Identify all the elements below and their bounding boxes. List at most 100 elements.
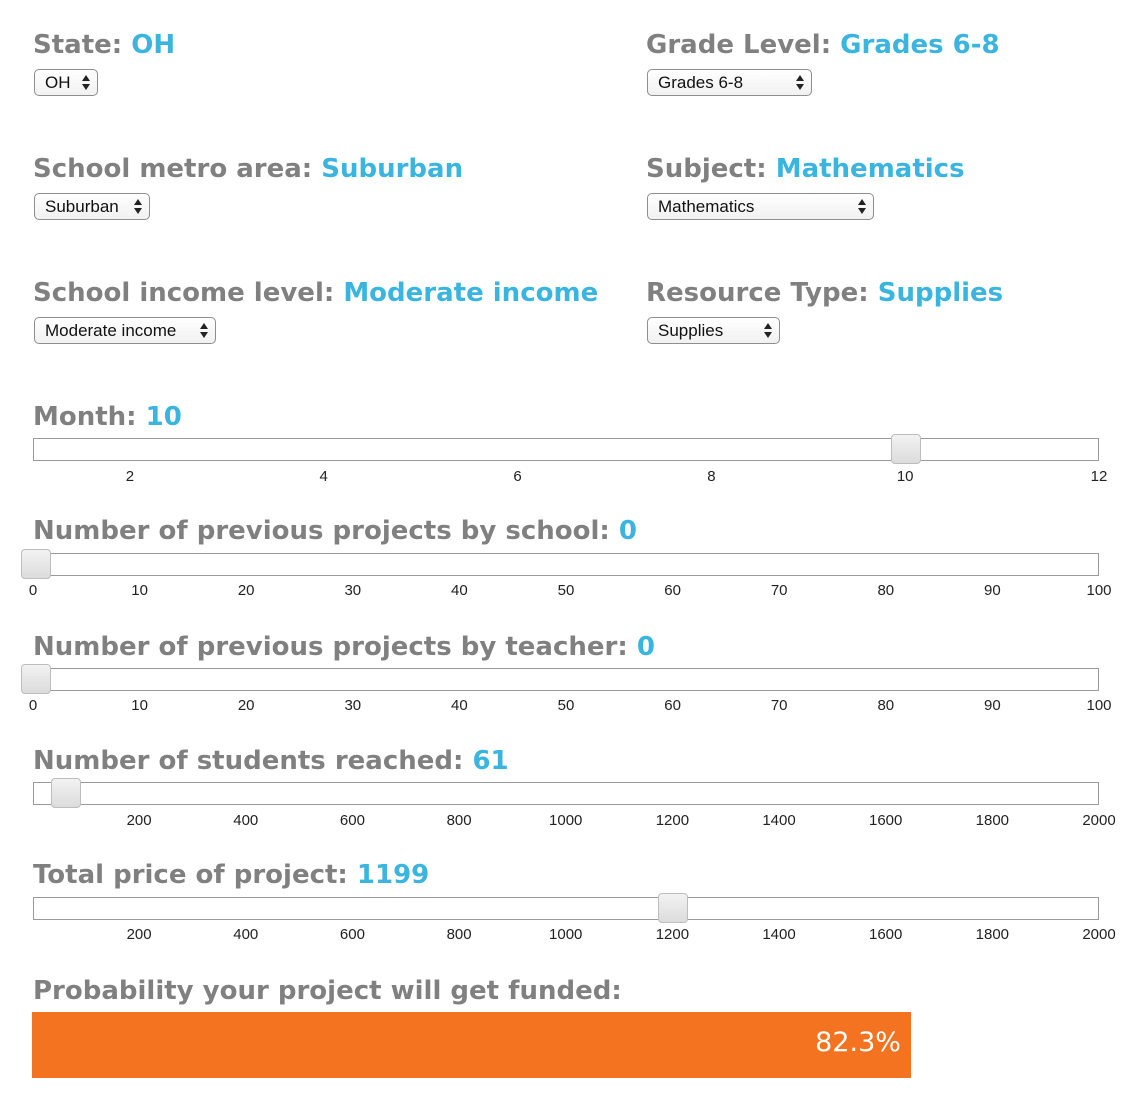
select-arrows-icon bbox=[796, 74, 804, 91]
teacher-projects-slider-handle[interactable] bbox=[21, 664, 51, 694]
metro-area-value: Suburban bbox=[321, 154, 464, 184]
month-slider[interactable] bbox=[33, 434, 1099, 464]
probability-bar: 82.3% bbox=[32, 1012, 911, 1078]
slider-tick-label: 70 bbox=[770, 697, 788, 714]
subject-value: Mathematics bbox=[775, 154, 965, 184]
teacher-projects-ticks: 0 10 20 30 40 50 60 70 80 90 100 bbox=[29, 697, 1112, 717]
slider-tick-label: 400 bbox=[233, 812, 259, 829]
slider-tick-label: 1600 bbox=[869, 812, 903, 829]
grade-level-value: Grades 6-8 bbox=[840, 30, 1000, 60]
probability-label: Probability your project will get funded… bbox=[33, 976, 622, 1006]
slider-tick-label: 80 bbox=[877, 582, 895, 599]
slider-tick-label: 90 bbox=[984, 582, 1001, 599]
slider-tick-label: 10 bbox=[131, 697, 148, 714]
slider-tick-label: 1200 bbox=[655, 926, 690, 943]
slider-tick-label: 800 bbox=[446, 926, 472, 943]
slider-tick-label: 200 bbox=[126, 812, 152, 829]
total-price-value: 1199 bbox=[356, 860, 430, 890]
total-price-slider[interactable] bbox=[33, 893, 1099, 923]
students-reached-label: Number of students reached: 61 bbox=[33, 746, 509, 776]
income-level-label: School income level: Moderate income bbox=[33, 278, 599, 308]
slider-tick-label: 600 bbox=[339, 926, 365, 943]
slider-tick-label: 30 bbox=[344, 697, 362, 714]
subject-select[interactable]: Mathematics bbox=[647, 193, 874, 220]
total-price-ticks: 200 400 600 800 1000 1200 1400 1600 1800 2000 bbox=[33, 926, 1116, 946]
slider-tick-label: 100 bbox=[1086, 582, 1112, 599]
resource-type-value: Supplies bbox=[877, 278, 1004, 308]
slider-tick-label: 1400 bbox=[762, 812, 796, 829]
select-arrows-icon bbox=[858, 198, 866, 215]
income-level-value: Moderate income bbox=[343, 278, 599, 308]
probability-value: 82.3% bbox=[815, 1027, 901, 1058]
slider-tick-label: 1600 bbox=[869, 926, 903, 943]
students-reached-slider-handle[interactable] bbox=[50, 778, 81, 808]
slider-tick-label: 6 bbox=[513, 468, 522, 485]
slider-tick-label: 30 bbox=[344, 582, 362, 599]
month-value: 10 bbox=[145, 402, 182, 432]
state-label: State: OH bbox=[33, 30, 176, 60]
total-price-slider-handle[interactable] bbox=[657, 893, 688, 923]
slider-tick-label: 2 bbox=[125, 468, 135, 485]
slider-tick-label: 50 bbox=[557, 582, 575, 599]
select-arrows-icon bbox=[200, 322, 208, 339]
slider-tick-label: 4 bbox=[319, 468, 328, 485]
students-reached-ticks: 200 400 600 800 1000 1200 1400 1600 1800 2000 bbox=[33, 812, 1116, 832]
slider-tick-label: 20 bbox=[237, 582, 255, 599]
slider-tick-label: 800 bbox=[446, 812, 472, 829]
subject-label: Subject: Mathematics bbox=[646, 154, 965, 184]
total-price-label: Total price of project: 1199 bbox=[33, 860, 430, 890]
slider-tick-label: 0 bbox=[28, 582, 38, 599]
slider-tick-label: 50 bbox=[557, 697, 575, 714]
state-select[interactable]: OH bbox=[34, 69, 98, 96]
month-label: Month: 10 bbox=[33, 402, 182, 432]
slider-tick-label: 1800 bbox=[975, 812, 1010, 829]
slider-tick-label: 2000 bbox=[1082, 926, 1116, 943]
slider-tick-label: 80 bbox=[877, 697, 895, 714]
resource-type-select[interactable]: Supplies bbox=[647, 317, 780, 344]
metro-area-select[interactable]: Suburban bbox=[34, 193, 150, 220]
slider-tick-label: 0 bbox=[28, 697, 38, 714]
slider-tick-label: 8 bbox=[707, 468, 716, 485]
school-projects-ticks: 0 10 20 30 40 50 60 70 80 90 100 bbox=[29, 582, 1112, 602]
school-projects-value: 0 bbox=[618, 516, 637, 546]
slider-tick-label: 600 bbox=[339, 812, 365, 829]
slider-tick-label: 60 bbox=[664, 697, 681, 714]
slider-tick-label: 400 bbox=[233, 926, 259, 943]
state-value: OH bbox=[131, 30, 176, 60]
students-reached-value: 61 bbox=[472, 746, 509, 776]
slider-tick-label: 1000 bbox=[549, 926, 583, 943]
slider-tick-label: 70 bbox=[770, 582, 788, 599]
slider-tick-label: 60 bbox=[664, 582, 681, 599]
month-slider-handle[interactable] bbox=[891, 434, 922, 464]
slider-tick-label: 12 bbox=[1090, 468, 1108, 485]
slider-tick-label: 1400 bbox=[762, 926, 796, 943]
slider-tick-label: 1000 bbox=[549, 812, 583, 829]
slider-tick-label: 2000 bbox=[1082, 812, 1116, 829]
income-level-select[interactable]: Moderate income bbox=[34, 317, 216, 344]
teacher-projects-label: Number of previous projects by teacher: … bbox=[33, 632, 655, 662]
slider-tick-label: 90 bbox=[984, 697, 1001, 714]
teacher-projects-value: 0 bbox=[636, 632, 655, 662]
slider-tick-label: 20 bbox=[237, 697, 255, 714]
slider-tick-label: 1800 bbox=[975, 926, 1010, 943]
school-projects-label: Number of previous projects by school: 0 bbox=[33, 516, 637, 546]
slider-tick-label: 40 bbox=[451, 697, 468, 714]
teacher-projects-slider[interactable] bbox=[21, 664, 1099, 694]
slider-tick-label: 100 bbox=[1086, 697, 1112, 714]
select-arrows-icon bbox=[82, 74, 90, 91]
select-arrows-icon bbox=[134, 198, 142, 215]
metro-area-label: School metro area: Suburban bbox=[33, 154, 464, 184]
school-projects-slider[interactable] bbox=[21, 549, 1099, 579]
slider-tick-label: 200 bbox=[126, 926, 152, 943]
students-reached-slider[interactable] bbox=[33, 778, 1099, 808]
month-ticks: 2 4 6 8 10 12 bbox=[33, 468, 1108, 488]
slider-tick-label: 10 bbox=[896, 468, 914, 485]
school-projects-slider-handle[interactable] bbox=[21, 549, 51, 579]
slider-tick-label: 1200 bbox=[655, 812, 690, 829]
slider-tick-label: 10 bbox=[131, 582, 148, 599]
select-arrows-icon bbox=[764, 322, 772, 339]
grade-level-label: Grade Level: Grades 6-8 bbox=[646, 30, 1000, 60]
slider-tick-label: 40 bbox=[451, 582, 468, 599]
resource-type-label: Resource Type: Supplies bbox=[646, 278, 1004, 308]
grade-level-select[interactable]: Grades 6-8 bbox=[647, 69, 812, 96]
